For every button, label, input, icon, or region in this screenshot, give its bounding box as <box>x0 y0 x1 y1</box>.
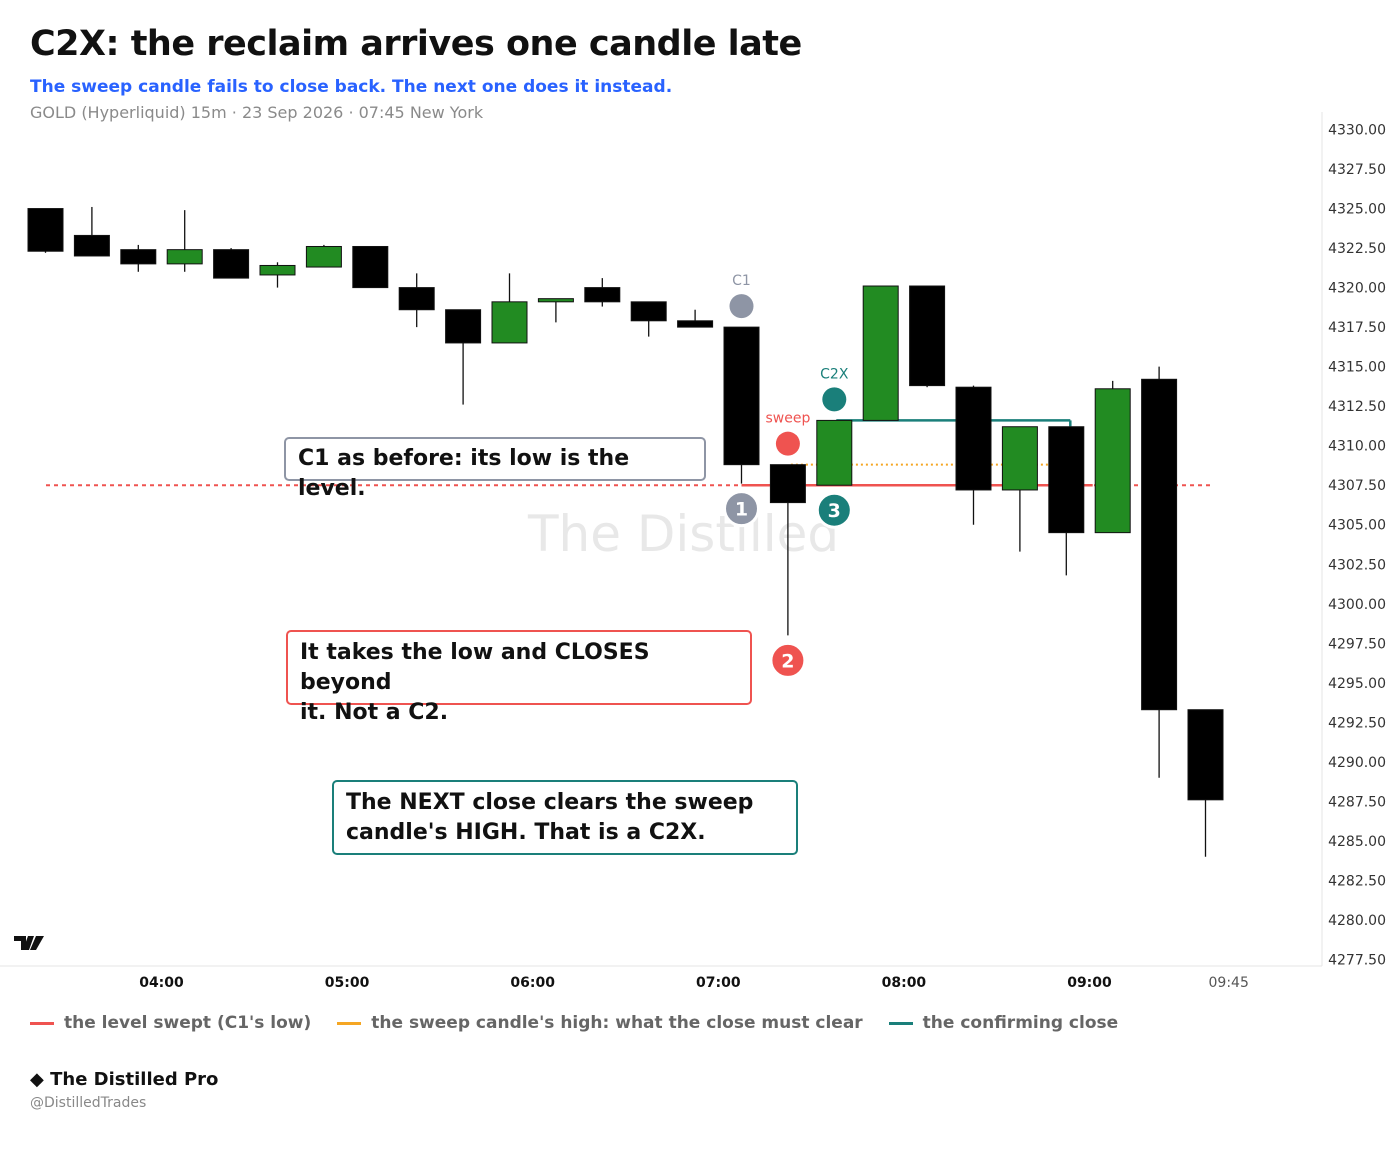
callout-sweep-line1: It takes the low and CLOSES beyond <box>300 640 650 695</box>
y-tick-label: 4330.00 <box>1328 123 1386 139</box>
y-tick-label: 4292.50 <box>1328 715 1386 731</box>
candle-body <box>1048 426 1085 534</box>
candle-body <box>955 386 992 491</box>
marker-label: sweep <box>765 411 810 427</box>
y-tick-label: 4307.50 <box>1328 478 1386 494</box>
tradingview-logo-icon <box>14 936 44 950</box>
chart-subtitle: The sweep candle fails to close back. Th… <box>30 77 673 97</box>
candle-body <box>491 301 528 344</box>
marker-badge <box>815 491 853 529</box>
handle: @DistilledTrades <box>30 1095 147 1111</box>
candle-body <box>1001 426 1038 491</box>
marker-badge <box>769 641 807 679</box>
legend-label-level: the level swept (C1's low) <box>64 1013 312 1033</box>
callout-c2x-line2: candle's HIGH. That is a C2X. <box>346 820 706 845</box>
y-tick-label: 4310.00 <box>1328 439 1386 455</box>
chart-meta: GOLD (Hyperliquid) 15m · 23 Sep 2026 · 0… <box>30 103 484 122</box>
y-tick-label: 4300.00 <box>1328 597 1386 613</box>
y-tick-label: 4315.00 <box>1328 360 1386 376</box>
y-tick-label: 4290.00 <box>1328 755 1386 771</box>
y-tick-label: 4312.50 <box>1328 399 1386 415</box>
callout-sweep: It takes the low and CLOSES beyond it. N… <box>286 630 752 725</box>
candle-body <box>73 234 110 257</box>
candle-body <box>909 285 946 387</box>
candle-body <box>27 208 64 252</box>
x-tick-label: 09:00 <box>1067 975 1112 991</box>
legend-label-sweep-high: the sweep candle's high: what the close … <box>371 1013 863 1033</box>
callout-c1: C1 as before: its low is the level. <box>284 437 706 501</box>
x-tick-label: 06:00 <box>510 975 555 991</box>
brand: ◆ The Distilled Pro <box>30 1069 219 1090</box>
candle-body <box>352 245 389 289</box>
candle-body <box>445 309 482 344</box>
x-tick-label: 04:00 <box>139 975 184 991</box>
y-tick-label: 4287.50 <box>1328 794 1386 810</box>
candle-body <box>537 298 574 303</box>
y-tick-label: 4325.00 <box>1328 202 1386 218</box>
callout-c2x-line1: The NEXT close clears the sweep <box>346 790 754 815</box>
y-tick-label: 4282.50 <box>1328 873 1386 889</box>
y-tick-label: 4305.00 <box>1328 518 1386 534</box>
marker-label: C2X <box>820 366 849 382</box>
candle-body <box>584 287 621 303</box>
candle-body <box>862 285 899 421</box>
y-tick-label: 4317.50 <box>1328 320 1386 336</box>
candle-body <box>259 264 296 276</box>
candle-body <box>213 249 250 279</box>
candle-body <box>816 419 853 486</box>
candle-body <box>630 301 667 322</box>
legend: the level swept (C1's low) the sweep can… <box>30 1013 1118 1033</box>
marker-badge-number: 1 <box>735 499 748 521</box>
candle-body <box>1141 378 1178 711</box>
y-tick-label: 4302.50 <box>1328 557 1386 573</box>
x-tick-label: 09:45 <box>1209 975 1249 991</box>
legend-label-confirm: the confirming close <box>922 1013 1119 1033</box>
legend-swatch-sweep-high <box>337 1021 362 1025</box>
legend-swatch-confirm <box>888 1021 913 1025</box>
callout-sweep-line2: it. Not a C2. <box>300 700 449 725</box>
candle-body <box>769 464 806 504</box>
marker-dot <box>775 431 800 456</box>
candlestick-chart[interactable]: 4330.00 4327.50 4325.00 4322.50 4320.00 4317.… <box>0 0 1400 1000</box>
y-tick-label: 4297.50 <box>1328 636 1386 652</box>
y-tick-label: 4320.00 <box>1328 281 1386 297</box>
candle-body <box>120 249 157 265</box>
candle-body <box>166 249 203 265</box>
callout-c1-text: C1 as before: its low is the level. <box>298 446 630 501</box>
candle-body <box>305 245 342 268</box>
marker-badge-number: 3 <box>828 500 841 522</box>
legend-swatch-level <box>30 1021 54 1025</box>
y-tick-label: 4277.50 <box>1328 953 1386 969</box>
marker-badge-number: 2 <box>781 650 794 672</box>
marker-label: C1 <box>732 273 751 289</box>
marker-badge <box>723 490 760 528</box>
marker-dot <box>822 387 847 412</box>
callout-c2x: The NEXT close clears the sweep candle's… <box>332 780 798 855</box>
candle-body <box>1094 388 1131 534</box>
legend-item-confirm: the confirming close <box>888 1013 1119 1033</box>
y-tick-label: 4295.00 <box>1328 676 1386 692</box>
x-tick-label: 05:00 <box>325 975 370 991</box>
legend-item-sweep-high: the sweep candle's high: what the close … <box>337 1013 863 1033</box>
y-tick-label: 4280.00 <box>1328 913 1386 929</box>
y-tick-label: 4327.50 <box>1328 162 1386 178</box>
marker-dot <box>729 294 754 319</box>
y-tick-label: 4285.00 <box>1328 834 1386 850</box>
legend-item-level: the level swept (C1's low) <box>30 1013 311 1033</box>
candle-body <box>398 287 435 311</box>
x-tick-label: 07:00 <box>696 975 741 991</box>
candle-body <box>677 320 714 328</box>
y-tick-label: 4322.50 <box>1328 241 1386 257</box>
chart-title: C2X: the reclaim arrives one candle late <box>30 24 802 64</box>
x-tick-label: 08:00 <box>882 975 927 991</box>
candle-body <box>723 326 760 466</box>
candle-body <box>1187 709 1224 801</box>
